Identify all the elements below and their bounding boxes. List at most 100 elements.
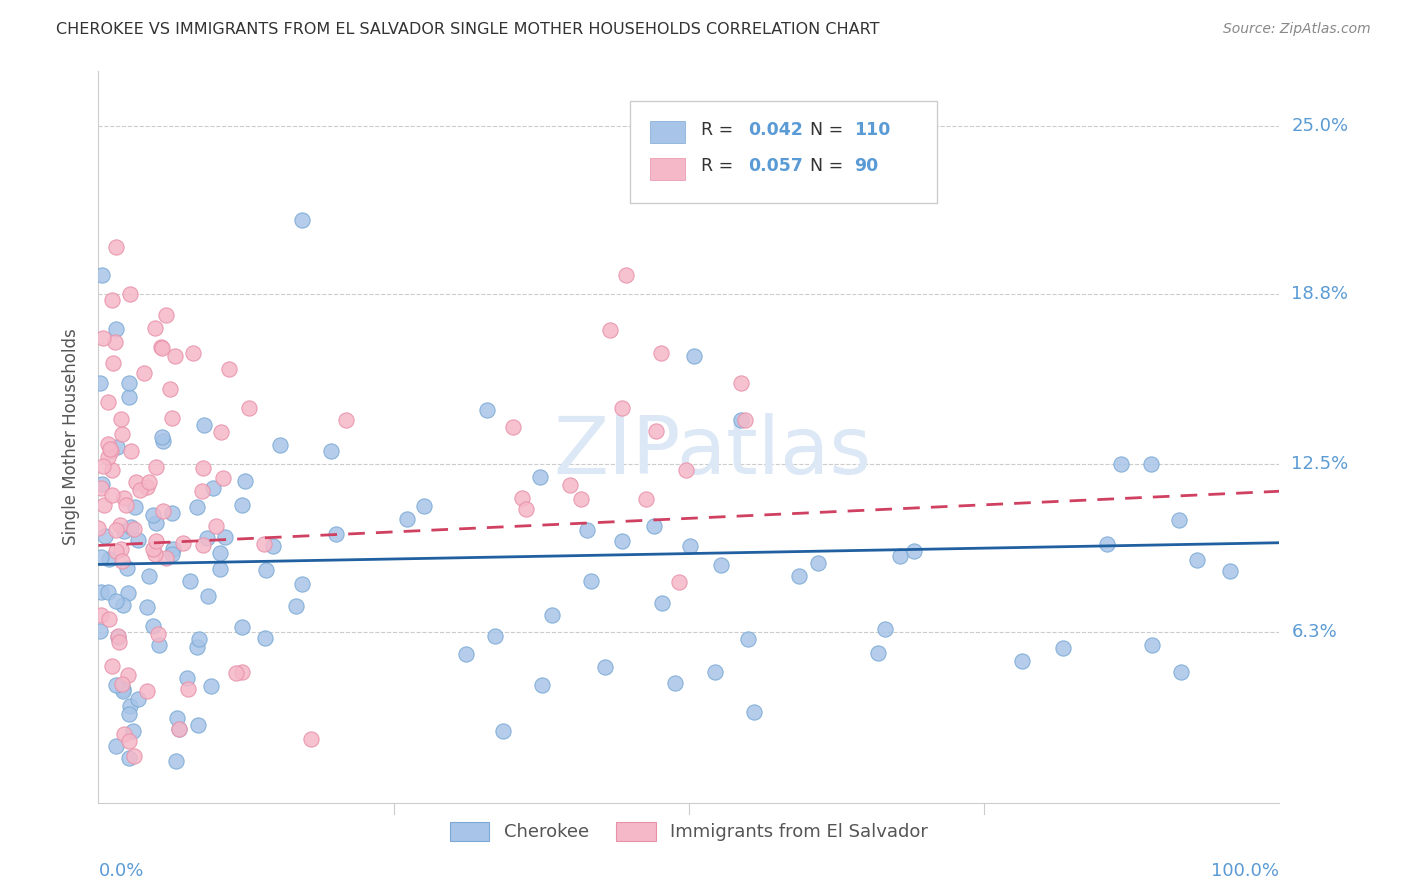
Point	[120, 698, 142, 713]
Point	[112, 524, 135, 538]
Point	[105, 594, 128, 608]
Point	[269, 438, 291, 452]
Point	[90, 550, 112, 565]
Point	[111, 682, 134, 697]
Point	[111, 684, 134, 698]
Point	[610, 533, 633, 548]
Point	[125, 475, 148, 489]
Point	[231, 665, 253, 679]
Y-axis label: Single Mother Households: Single Mother Households	[62, 329, 80, 545]
Text: Source: ZipAtlas.com: Source: ZipAtlas.com	[1223, 22, 1371, 37]
Text: 0.0%: 0.0%	[98, 863, 143, 880]
Point	[634, 492, 657, 507]
Point	[193, 460, 215, 475]
Text: 6.3%: 6.3%	[1291, 624, 1337, 641]
Point	[98, 612, 121, 626]
Point	[529, 469, 551, 483]
Point	[100, 488, 122, 502]
Point	[91, 458, 114, 473]
Point	[645, 425, 668, 439]
Point	[593, 660, 616, 674]
Point	[112, 727, 135, 741]
Point	[1095, 537, 1118, 551]
Point	[87, 520, 110, 534]
Point	[530, 678, 553, 692]
Point	[124, 500, 146, 514]
Point	[208, 562, 231, 576]
Point	[238, 401, 260, 416]
Point	[138, 475, 160, 490]
Point	[515, 502, 537, 516]
Point	[100, 442, 122, 457]
Text: 110: 110	[855, 121, 890, 139]
Point	[650, 346, 672, 360]
Point	[104, 678, 127, 692]
Point	[118, 733, 141, 747]
Text: CHEROKEE VS IMMIGRANTS FROM EL SALVADOR SINGLE MOTHER HOUSEHOLDS CORRELATION CHA: CHEROKEE VS IMMIGRANTS FROM EL SALVADOR …	[56, 22, 880, 37]
Point	[150, 430, 173, 444]
Point	[118, 390, 141, 404]
Point	[231, 620, 253, 634]
Text: N =: N =	[799, 158, 849, 176]
Point	[124, 748, 146, 763]
Point	[412, 499, 434, 513]
Point	[93, 499, 115, 513]
Point	[262, 539, 284, 553]
Point	[91, 476, 114, 491]
Text: 12.5%: 12.5%	[1291, 455, 1348, 473]
Text: ZIPatlas: ZIPatlas	[554, 413, 872, 491]
Point	[319, 443, 342, 458]
Point	[231, 498, 253, 512]
Text: 18.8%: 18.8%	[1291, 285, 1348, 302]
Point	[115, 561, 138, 575]
FancyBboxPatch shape	[650, 158, 685, 179]
Point	[187, 717, 209, 731]
Point	[179, 574, 201, 588]
Point	[744, 706, 766, 720]
Point	[145, 533, 167, 548]
Point	[155, 551, 177, 566]
Point	[214, 530, 236, 544]
Point	[127, 533, 149, 548]
Legend: Cherokee, Immigrants from El Salvador: Cherokee, Immigrants from El Salvador	[443, 814, 935, 848]
Point	[335, 413, 357, 427]
FancyBboxPatch shape	[630, 101, 936, 203]
Point	[155, 308, 177, 322]
Point	[100, 443, 122, 458]
Point	[110, 541, 132, 556]
Point	[120, 443, 142, 458]
Point	[111, 677, 134, 691]
Point	[664, 676, 686, 690]
Point	[668, 574, 690, 589]
Point	[118, 376, 141, 390]
Point	[187, 632, 209, 646]
Point	[122, 724, 145, 739]
Point	[1187, 552, 1209, 566]
Point	[118, 286, 141, 301]
Point	[177, 681, 200, 696]
Point	[107, 629, 129, 643]
Point	[510, 491, 533, 505]
Point	[889, 549, 911, 563]
Point	[148, 638, 170, 652]
Point	[160, 547, 183, 561]
Point	[143, 321, 166, 335]
Point	[129, 483, 152, 497]
Point	[91, 330, 114, 344]
Point	[1052, 640, 1074, 655]
Point	[610, 401, 633, 415]
Point	[149, 340, 172, 354]
Point	[107, 630, 129, 644]
Point	[162, 506, 184, 520]
Point	[90, 608, 112, 623]
Point	[291, 213, 314, 227]
Point	[191, 483, 214, 498]
Point	[734, 413, 756, 427]
Point	[581, 574, 603, 588]
Point	[614, 268, 637, 282]
Point	[122, 523, 145, 537]
Point	[105, 544, 128, 558]
Point	[1140, 457, 1163, 471]
Point	[145, 459, 167, 474]
Point	[651, 596, 673, 610]
